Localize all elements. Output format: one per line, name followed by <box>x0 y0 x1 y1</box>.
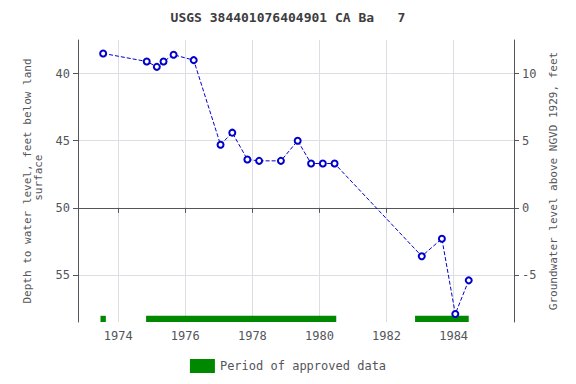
svg-text:55: 55 <box>56 268 70 282</box>
svg-text:0: 0 <box>522 201 529 215</box>
svg-text:10: 10 <box>522 67 536 81</box>
svg-text:1982: 1982 <box>372 329 401 343</box>
svg-text:5: 5 <box>522 134 529 148</box>
svg-text:1978: 1978 <box>238 329 267 343</box>
svg-text:Period of approved data: Period of approved data <box>220 359 386 373</box>
svg-text:45: 45 <box>56 134 70 148</box>
svg-text:surface: surface <box>32 155 45 208</box>
svg-text:50: 50 <box>56 201 70 215</box>
svg-text:40: 40 <box>56 67 70 81</box>
svg-text:Groundwater level above NGVD 1: Groundwater level above NGVD 1929, feet <box>547 52 560 310</box>
svg-text:1980: 1980 <box>305 329 334 343</box>
svg-text:1984: 1984 <box>439 329 468 343</box>
svg-text:Depth to water level, feet bel: Depth to water level, feet below land <box>21 58 34 304</box>
svg-text:-5: -5 <box>522 268 536 282</box>
svg-text:USGS 384401076404901 CA Ba 7: USGS 384401076404901 CA Ba 7 <box>171 10 406 25</box>
svg-text:1976: 1976 <box>171 329 200 343</box>
svg-text:1974: 1974 <box>104 329 133 343</box>
